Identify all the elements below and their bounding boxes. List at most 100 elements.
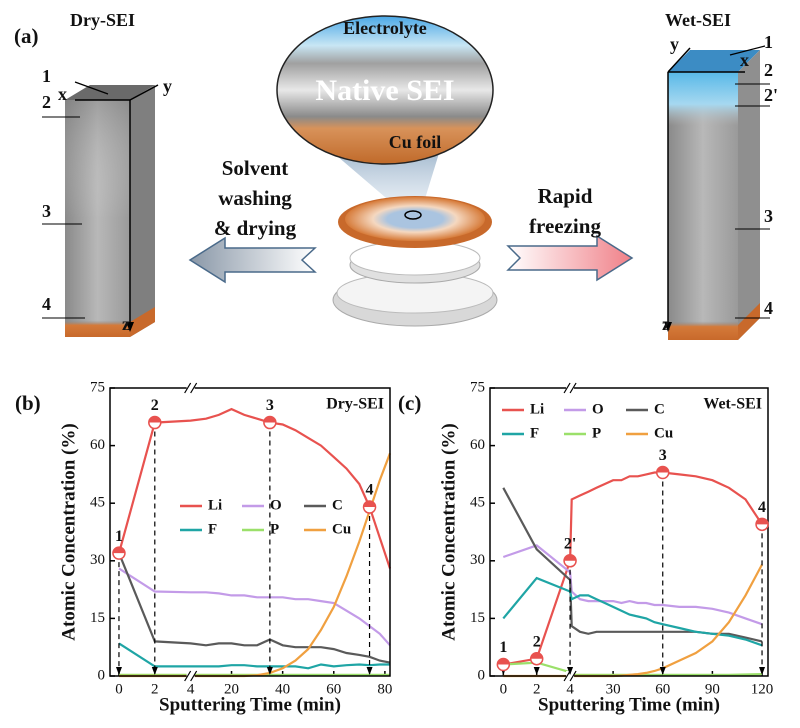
chart-title: Wet-SEI xyxy=(703,396,762,413)
plot-frame xyxy=(489,387,769,677)
marker-label: 1 xyxy=(115,528,123,545)
x-tick-label: 0 xyxy=(115,681,123,697)
marker-half xyxy=(263,416,276,423)
marker-half xyxy=(656,466,669,473)
x-tick-label: 0 xyxy=(500,681,508,697)
series-line xyxy=(118,642,390,670)
axis-letter: z xyxy=(662,314,670,334)
guide-arrow xyxy=(151,667,158,675)
legend-label: Li xyxy=(208,497,222,513)
axis-break xyxy=(186,671,195,681)
x-axis-label: Sputtering Time (min) xyxy=(538,694,720,715)
y-axis-label: Atomic Concentration (%) xyxy=(58,423,79,640)
axis-break xyxy=(184,670,192,682)
legend-label: Cu xyxy=(654,425,673,441)
marker-half xyxy=(497,658,510,665)
y-tick-label: 30 xyxy=(470,552,485,568)
y-axis-label: Atomic Concentration (%) xyxy=(438,423,459,640)
wet-block xyxy=(664,45,770,340)
axis-break xyxy=(563,670,571,682)
guide-arrow xyxy=(759,667,766,675)
axis-letter: x xyxy=(740,50,749,70)
wet-label: 3 xyxy=(764,206,773,226)
legend-label: F xyxy=(530,425,539,441)
marker-label: 1 xyxy=(499,639,507,656)
guide-arrow xyxy=(533,667,540,675)
legend-label: Li xyxy=(530,401,544,417)
dry-label: 4 xyxy=(42,294,51,314)
dry-block xyxy=(42,81,159,337)
axis-break xyxy=(566,383,575,393)
x-tick-label: 90 xyxy=(705,681,720,697)
plot-frame xyxy=(109,387,391,677)
dry-label: 3 xyxy=(42,201,51,221)
lens-top: Electrolyte xyxy=(343,18,427,38)
axis-break xyxy=(569,670,577,682)
wet-label: 2 xyxy=(764,60,773,80)
axis-break xyxy=(190,670,198,682)
x-tick-label: 30 xyxy=(606,681,621,697)
marker-label: 3 xyxy=(266,397,274,414)
marker-label: 4 xyxy=(366,482,374,499)
legend-label: P xyxy=(592,425,601,441)
y-tick-label: 75 xyxy=(470,379,485,395)
panel-label: (a) xyxy=(14,24,39,48)
marker-half xyxy=(530,652,543,659)
axis-letter: y xyxy=(670,34,679,54)
guide-arrow xyxy=(659,667,666,675)
axis-break xyxy=(186,383,195,393)
wet-label: 4 xyxy=(764,298,773,318)
panel-label: (c) xyxy=(398,391,421,415)
marker-half xyxy=(564,554,577,561)
y-tick-label: 0 xyxy=(478,667,486,683)
guide-arrow xyxy=(266,667,273,675)
y-tick-label: 60 xyxy=(470,437,485,453)
x-tick-label: 120 xyxy=(751,681,774,697)
y-tick-label: 30 xyxy=(90,552,105,568)
series-line xyxy=(502,487,763,643)
dry-label: 2 xyxy=(42,92,51,112)
y-tick-label: 45 xyxy=(90,495,105,511)
guide-arrow xyxy=(366,667,373,675)
panel-label: (b) xyxy=(15,391,41,415)
arrow-text: freezing xyxy=(529,214,601,238)
series-line xyxy=(503,471,763,666)
marker-half xyxy=(363,501,376,508)
arrow-text: Solvent xyxy=(222,156,289,180)
right-arrow xyxy=(506,234,634,282)
x-tick-label: 60 xyxy=(326,681,341,697)
guide-arrow xyxy=(115,667,122,675)
legend-label: C xyxy=(654,401,665,417)
wet-title: Wet-SEI xyxy=(665,10,731,30)
lens-diagram xyxy=(276,15,498,327)
legend-label: O xyxy=(592,401,604,417)
y-tick-label: 75 xyxy=(90,379,105,395)
series-line xyxy=(503,661,763,676)
lens-middle: Native SEI xyxy=(315,74,454,107)
x-tick-label: 80 xyxy=(377,681,392,697)
y-tick-label: 45 xyxy=(470,495,485,511)
wet-label: 2' xyxy=(764,85,778,105)
axis-letter: y xyxy=(163,76,172,96)
axis-break xyxy=(563,382,571,394)
x-tick-label: 2 xyxy=(151,681,159,697)
marker-label: 2 xyxy=(533,633,541,650)
axis-letter: x xyxy=(58,84,67,104)
marker-label: 3 xyxy=(659,447,667,464)
series-line xyxy=(502,576,763,647)
series-line xyxy=(118,567,391,647)
axis-letter: z xyxy=(122,314,130,334)
legend-label: Cu xyxy=(332,521,351,537)
series-line xyxy=(502,544,763,626)
dry-title: Dry-SEI xyxy=(70,10,135,30)
series-line xyxy=(117,407,392,569)
y-tick-label: 15 xyxy=(90,610,105,626)
y-tick-label: 60 xyxy=(90,437,105,453)
legend-label: O xyxy=(270,497,282,513)
x-tick-label: 20 xyxy=(224,681,239,697)
axis-break xyxy=(569,382,577,394)
arrow-text: washing xyxy=(218,186,292,210)
y-tick-label: 0 xyxy=(98,667,106,683)
marker-half xyxy=(148,416,161,423)
marker-label: 4 xyxy=(758,499,766,516)
